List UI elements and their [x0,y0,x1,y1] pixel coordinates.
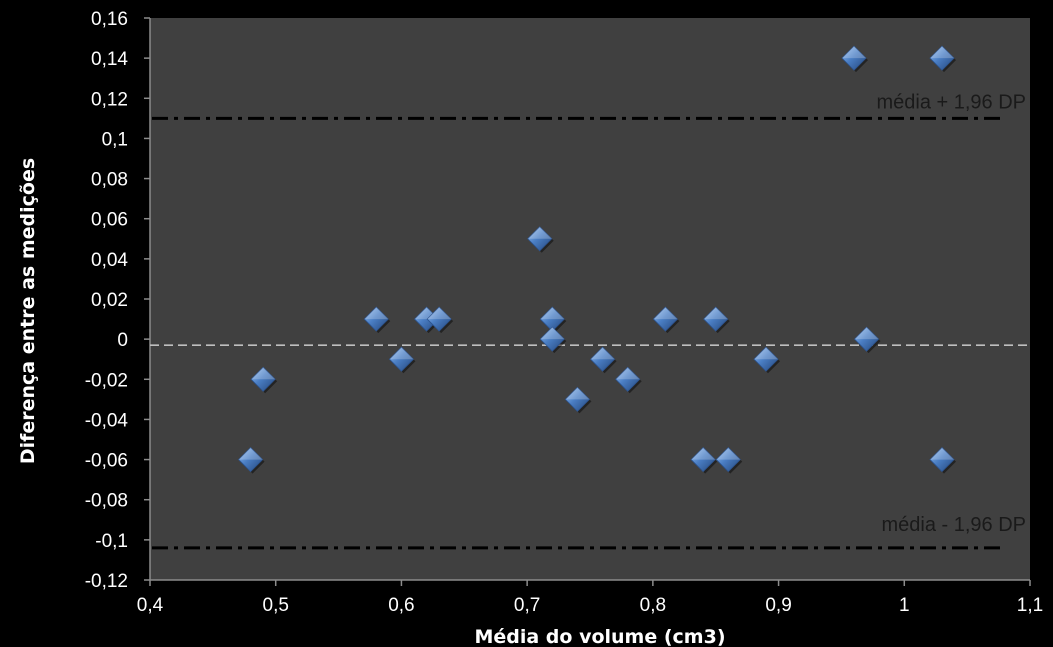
y-axis-title: Diferença entre as medições [17,158,39,464]
reference-lines [150,116,1030,550]
plot-area [150,18,1030,580]
labels: Média do volume (cm3) Diferença entre as… [17,91,1026,647]
data-point [250,366,278,394]
x-tick-label: 0,7 [514,595,540,616]
data-point [715,447,743,474]
y-tick-label: 0,1 [102,129,128,150]
data-point [564,386,592,414]
y-tick-label: -0,02 [85,370,128,391]
x-axis-title: Média do volume (cm3) [474,626,725,647]
x-tick-label: 0,8 [640,595,666,616]
x-tick-label: 0,5 [263,595,289,616]
data-point [363,306,391,334]
data-point [388,346,416,374]
data-point [238,447,265,474]
y-tick-label: -0,1 [95,531,128,552]
y-tick-label: 0,16 [91,9,128,30]
data-point [590,346,617,374]
data-point [929,447,956,474]
data-point [652,306,680,334]
data-point [615,366,642,394]
y-tick-label: -0,04 [85,410,129,431]
axes: 0,16 0,14 0,12 0,1 0,08 0,06 0,04 0,02 0 -0,02 -0,… [85,9,1044,616]
data-point [539,326,567,354]
x-tick-label: 1 [899,595,910,616]
data-point [854,326,881,354]
data-point [753,346,780,374]
data-point [690,447,718,474]
upper-limit-label: média + 1,96 DP [876,91,1026,113]
y-tick-label: 0,14 [91,49,128,70]
data-point [703,306,730,334]
y-tick-label: 0,02 [91,290,128,311]
data-point [539,306,567,334]
y-tick-label: -0,12 [85,571,128,592]
data-point [527,226,554,253]
y-tick-label: 0,06 [91,210,128,231]
y-tick-label: 0 [117,330,128,351]
y-tick-label: -0,08 [85,491,128,512]
y-tick-label: 0,08 [91,170,128,191]
x-tick-label: 1,1 [1017,595,1043,616]
x-tick-label: 0,6 [388,595,414,616]
y-tick-label: 0,12 [91,89,128,110]
data-point [841,45,868,73]
lower-limit-label: média - 1,96 DP [881,514,1026,536]
y-tick-label: 0,04 [91,250,128,271]
data-point [426,306,454,334]
y-tick-label: -0,06 [85,451,128,472]
data-point [929,45,956,73]
data-points [238,45,956,474]
x-tick-label: 0,9 [765,595,791,616]
x-tick-label: 0,4 [137,595,164,616]
